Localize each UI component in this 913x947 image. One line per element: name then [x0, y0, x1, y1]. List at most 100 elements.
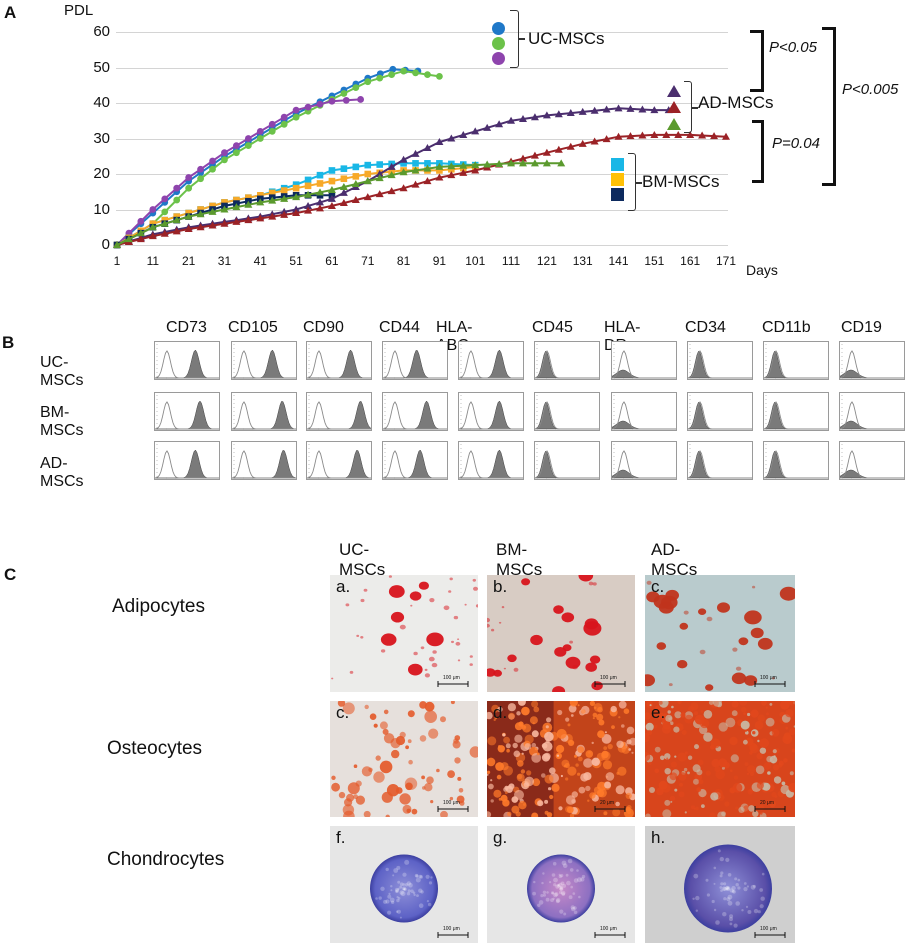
row-label-ad-mscs: AD-MSCs: [40, 455, 84, 490]
micrograph-tag: c.: [651, 577, 665, 596]
x-tick-label: 91: [432, 254, 447, 268]
histogram-uc-mscs-cd34: [687, 341, 753, 380]
histogram-ad-mscs-cd11b: [763, 441, 829, 480]
micrograph-tag: a.: [336, 577, 351, 596]
scale-bar-label: 100 μm: [760, 926, 777, 932]
y-tick-label: 20: [93, 165, 110, 182]
histogram-uc-mscs-cd45: [534, 341, 600, 380]
histogram-ad-mscs-cd45: [534, 441, 600, 480]
legend-marker-bm-1: [611, 158, 624, 171]
micrograph-osteocytes-uc-mscs: c. 100 μm: [330, 701, 478, 817]
x-tick-label: 61: [325, 254, 339, 268]
x-tick-label: 71: [361, 254, 375, 268]
scale-bar-label: 20 μm: [600, 800, 614, 806]
x-tick-label: 171: [715, 254, 737, 268]
micrograph-chondrocytes-bm-mscs: g. 100 μm: [487, 826, 635, 943]
micrograph-tag: h.: [651, 828, 666, 847]
marker-header-cd11b: CD11b: [762, 319, 811, 336]
legend-marker-ad-3: [667, 118, 681, 130]
histogram-ad-mscs-hla-dr: [611, 441, 677, 480]
legend-bm: BM-MSCs: [608, 152, 748, 214]
legend-bracket-bm: [628, 153, 636, 211]
histogram-uc-mscs-cd19: [839, 341, 905, 380]
histogram-bm-mscs-cd45: [534, 392, 600, 431]
row-label-bm-mscs: BM-MSCs: [40, 404, 84, 439]
histogram-bm-mscs-cd73: [154, 392, 220, 431]
micrograph-adipocytes-ad-mscs: c. 100 μm: [645, 575, 795, 692]
x-axis-title: Days: [746, 262, 778, 278]
pval-ad-bm: P=0.04: [772, 135, 820, 152]
row-label-adipocytes: Adipocytes: [112, 596, 205, 617]
column-label-bm-mscs: BM-MSCs: [496, 540, 543, 579]
histogram-uc-mscs-cd90: [306, 341, 372, 380]
row-label-osteocytes: Osteocytes: [107, 738, 203, 759]
sig-bracket-uc-bm: [822, 27, 836, 186]
x-tick-label: 111: [501, 254, 521, 268]
x-tick-label: 21: [181, 254, 196, 268]
histogram-ad-mscs-cd34: [687, 441, 753, 480]
x-tick-label: 141: [608, 254, 629, 268]
micrograph-tag: g.: [493, 828, 508, 847]
histogram-bm-mscs-cd11b: [763, 392, 829, 431]
x-tick-label: 1: [113, 254, 121, 268]
gridline: [116, 245, 728, 246]
y-tick-label: 0: [101, 236, 110, 253]
histogram-bm-mscs-cd19: [839, 392, 905, 431]
micrograph-tag: e.: [651, 703, 666, 722]
x-tick-label: 31: [217, 254, 232, 268]
scale-bar-label: 100 μm: [600, 926, 617, 932]
marker-header-cd90: CD90: [303, 319, 344, 336]
histogram-bm-mscs-cd105: [231, 392, 297, 431]
bracket-tick: [692, 107, 698, 109]
legend-uc: UC-MSCs: [488, 10, 618, 70]
column-label-uc-mscs: UC-MSCs: [339, 540, 386, 579]
x-tick-label: 11: [146, 254, 160, 268]
histogram-uc-mscs-cd105: [231, 341, 297, 380]
histogram-bm-mscs-cd44: [382, 392, 448, 431]
panel-a-letter: A: [4, 3, 17, 22]
legend-marker-uc-2: [492, 37, 505, 50]
histogram-bm-mscs-hla-dr: [611, 392, 677, 431]
legend-label-ad: AD-MSCs: [698, 93, 774, 112]
marker-header-cd45: CD45: [532, 319, 573, 336]
gridline: [116, 174, 728, 175]
histogram-bm-mscs-cd90: [306, 392, 372, 431]
legend-ad: AD-MSCs: [664, 80, 804, 140]
plot-area: [113, 65, 730, 249]
pval-uc-bm: P<0.005: [842, 81, 899, 98]
series-ad-mscs-2: [113, 130, 730, 248]
micrograph-tag: b.: [493, 577, 508, 596]
marker-header-cd19: CD19: [841, 319, 882, 336]
sig-bracket-uc-ad: [750, 30, 764, 92]
micrograph-adipocytes-uc-mscs: a. 100 μm: [330, 575, 478, 692]
row-label-chondrocytes: Chondrocytes: [107, 849, 225, 870]
micrograph-tag: d.: [493, 703, 508, 722]
histogram-uc-mscs-cd44: [382, 341, 448, 380]
y-tick-label: 60: [93, 23, 110, 40]
y-axis-title: PDL: [64, 2, 94, 19]
micrograph-tag: c.: [336, 703, 350, 722]
row-label-uc-mscs: UC-MSCs: [40, 354, 84, 389]
x-tick-label: 121: [536, 254, 557, 268]
gridline: [116, 138, 728, 140]
scale-bar-label: 100 μm: [760, 675, 777, 681]
gridline: [116, 67, 728, 69]
y-tick-label: 10: [93, 200, 110, 218]
sig-bracket-ad-bm: [752, 120, 764, 183]
legend-marker-ad-1: [667, 85, 681, 97]
y-tick-label: 50: [93, 58, 110, 76]
x-tick-label: 161: [680, 254, 701, 268]
x-tick-label: 81: [396, 254, 411, 268]
histogram-uc-mscs-hla-dr: [611, 341, 677, 380]
panel-c-letter: C: [4, 565, 17, 584]
legend-marker-bm-3: [611, 188, 624, 201]
histogram-ad-mscs-cd44: [382, 441, 448, 480]
histogram-uc-mscs-cd73: [154, 341, 220, 380]
micrograph-chondrocytes-ad-mscs: h. 100 μm: [645, 826, 795, 943]
marker-header-cd34: CD34: [685, 319, 726, 336]
series-bm-mscs-1: [113, 160, 479, 249]
micrograph-tag: f.: [336, 828, 346, 847]
scale-bar-label: 100 μm: [443, 675, 460, 681]
micrograph-osteocytes-bm-mscs: d. 20 μm: [487, 701, 635, 817]
histogram-bm-mscs-cd34: [687, 392, 753, 431]
